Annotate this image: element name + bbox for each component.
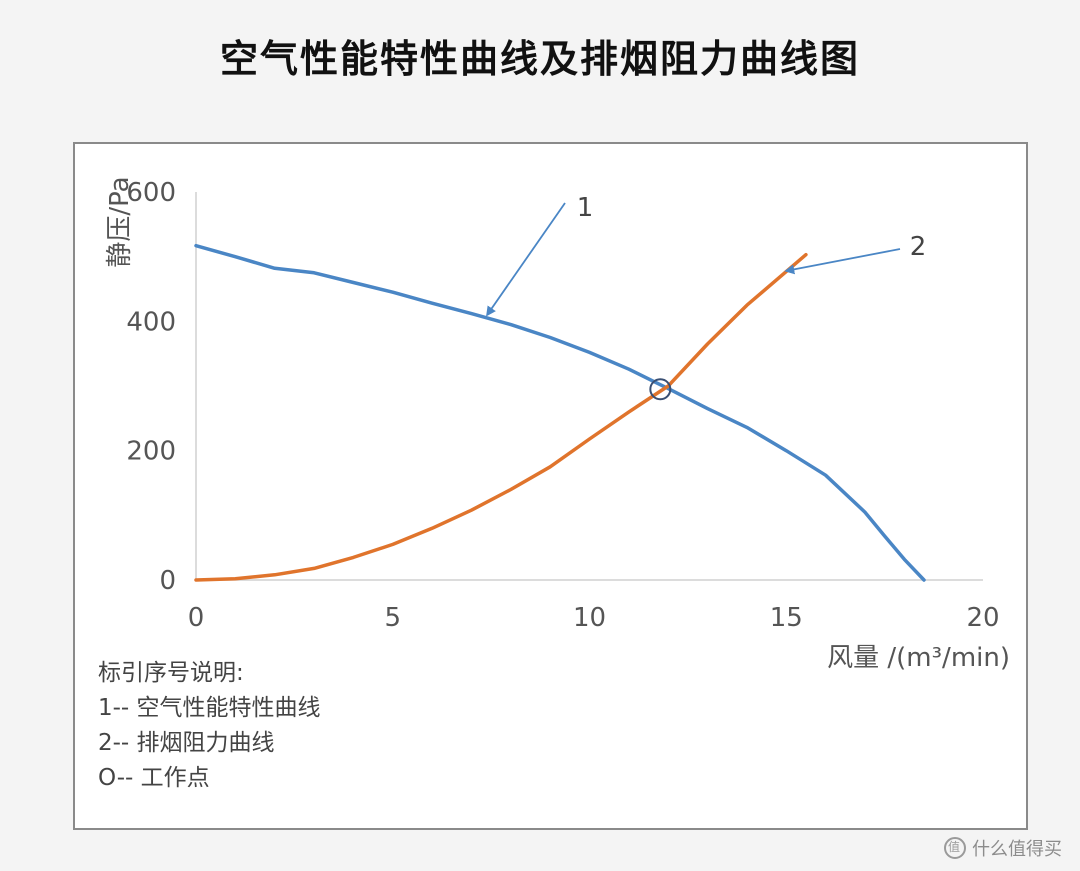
watermark-logo-icon (944, 837, 966, 859)
note-item-1: 1-- 空气性能特性曲线 (98, 695, 321, 721)
x-tick-label: 20 (966, 603, 999, 633)
annotation-label-1: 1 (577, 193, 594, 223)
watermark: 什么值得买 (944, 835, 1062, 861)
series-line-2 (194, 252, 808, 582)
x-axis-title: 风量 /(m³/min) (827, 643, 1010, 673)
annotation-arrow-2 (784, 248, 901, 275)
x-tick-label: 15 (770, 603, 803, 633)
y-tick-label: 400 (126, 307, 176, 337)
legend-notes: 标引序号说明: 1-- 空气性能特性曲线 2-- 排烟阻力曲线 O-- 工作点 (98, 656, 321, 796)
note-item-3: O-- 工作点 (98, 765, 210, 791)
operating-point-marker (649, 378, 672, 401)
page-title: 空气性能特性曲线及排烟阻力曲线图 (219, 37, 860, 81)
x-tick-label: 0 (188, 603, 205, 633)
y-tick-label: 600 (126, 178, 176, 208)
watermark-text: 什么值得买 (972, 839, 1062, 860)
annotation-label-2: 2 (910, 232, 927, 262)
note-item-2: 2-- 排烟阻力曲线 (98, 730, 275, 756)
notes-heading: 标引序号说明: (98, 660, 244, 686)
x-tick-label: 5 (384, 603, 401, 633)
y-axis-title: 静压/Pa (105, 176, 135, 267)
annotation-arrow-1 (486, 202, 566, 317)
y-tick-label: 0 (159, 566, 176, 596)
y-tick-label: 200 (126, 437, 176, 467)
x-tick-label: 10 (573, 603, 606, 633)
series-line-1 (194, 243, 926, 582)
